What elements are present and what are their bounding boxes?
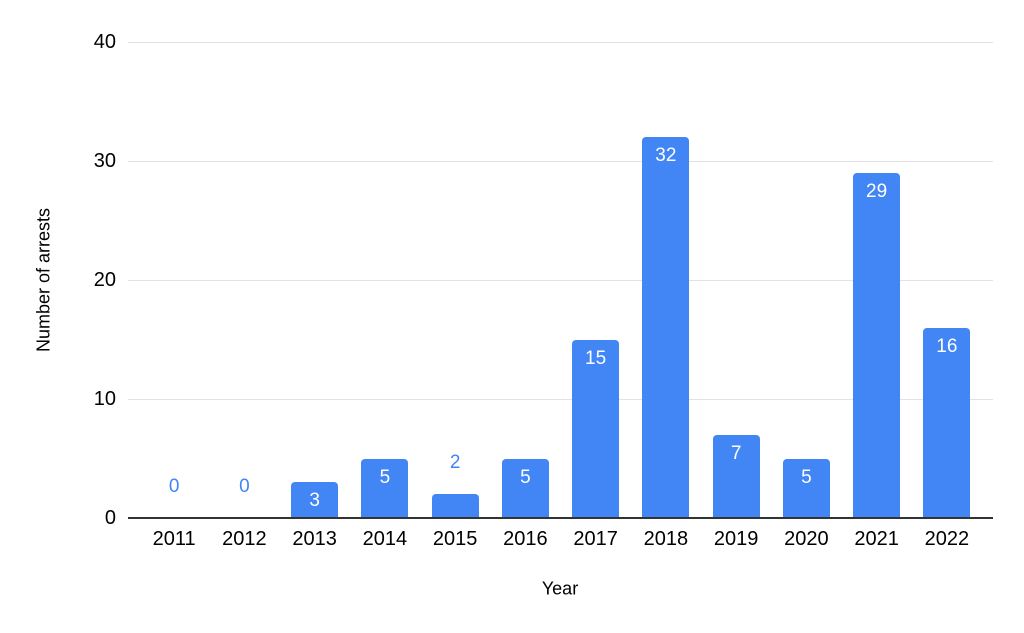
gridline-40 xyxy=(128,41,993,43)
bar-2017 xyxy=(572,339,620,518)
bar-2014 xyxy=(361,458,409,518)
data-label-2019: 7 xyxy=(730,442,742,464)
y-tick-label-20: 20 xyxy=(93,269,116,291)
data-label-2018: 32 xyxy=(655,145,677,167)
gridline-10 xyxy=(128,398,993,400)
data-label-2013: 3 xyxy=(309,490,320,512)
data-label-2015: 2 xyxy=(449,452,461,474)
x-tick-label-2021: 2021 xyxy=(854,528,899,550)
data-label-2021: 29 xyxy=(866,180,888,202)
x-axis-title: Year xyxy=(541,578,579,599)
x-tick-label-2019: 2019 xyxy=(713,528,759,550)
data-label-2017: 15 xyxy=(585,347,607,369)
data-label-2012: 0 xyxy=(239,476,250,497)
bar-2021 xyxy=(853,172,901,518)
bar-2013 xyxy=(291,482,339,518)
data-label-2014: 5 xyxy=(379,466,391,488)
x-tick-label-2018: 2018 xyxy=(643,528,689,550)
gridline-30 xyxy=(128,160,993,162)
plot-area: 0 0 3 5 2 5 15 32 7 5 29 16 xyxy=(128,41,993,519)
bar-2020 xyxy=(782,458,830,518)
x-tick-label-2022: 2022 xyxy=(924,528,970,550)
data-label-2022: 16 xyxy=(936,335,958,357)
x-tick-label-2017: 2017 xyxy=(573,528,618,550)
x-tick-label-2020: 2020 xyxy=(784,528,829,550)
bar-2022 xyxy=(923,327,971,518)
gridline-20 xyxy=(128,279,993,281)
y-axis-title: Number of arrests xyxy=(33,207,54,353)
x-tick-label-2014: 2014 xyxy=(362,528,408,550)
bar-2016 xyxy=(501,458,549,518)
data-label-2020: 5 xyxy=(801,466,812,488)
bar-2015 xyxy=(431,494,479,518)
y-tick-label-30: 30 xyxy=(93,150,116,172)
bar-2018 xyxy=(642,137,690,518)
y-tick-label-0: 0 xyxy=(104,507,116,529)
y-tick-label-40: 40 xyxy=(93,31,116,53)
data-label-2011: 0 xyxy=(168,476,180,497)
bar-2019 xyxy=(712,434,760,518)
x-tick-label-2012: 2012 xyxy=(222,528,267,550)
data-label-2016: 5 xyxy=(520,466,531,488)
x-tick-label-2013: 2013 xyxy=(292,528,337,550)
y-tick-label-10: 10 xyxy=(93,388,116,410)
x-tick-label-2016: 2016 xyxy=(503,528,548,550)
x-tick-label-2011: 2011 xyxy=(152,528,196,550)
x-axis-line xyxy=(128,517,993,519)
x-tick-label-2015: 2015 xyxy=(432,528,478,550)
